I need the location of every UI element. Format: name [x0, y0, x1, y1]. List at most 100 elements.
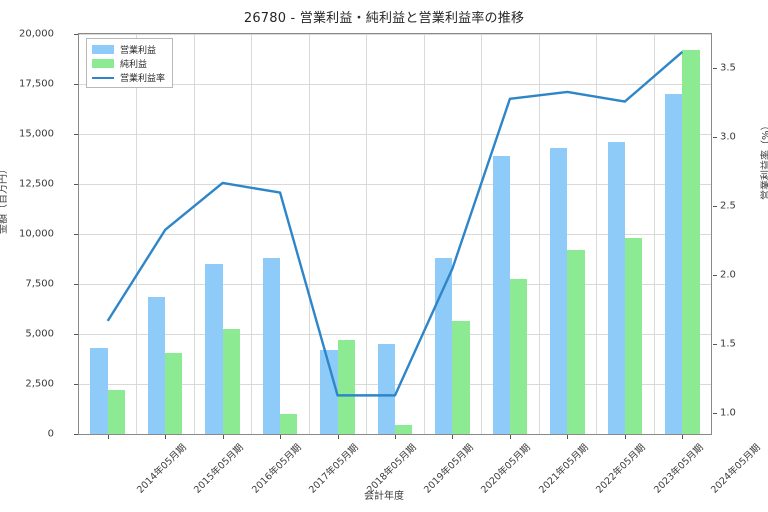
y-axis-right-tick-label: 3.0 — [720, 131, 736, 143]
y-axis-right-tick-mark — [713, 68, 717, 70]
bar-operating-profit — [665, 94, 683, 434]
x-axis-tick-mark — [280, 435, 282, 439]
y-axis-left-tick-label: 0 — [47, 428, 54, 440]
gridline-vertical — [481, 34, 483, 434]
gridline-horizontal — [79, 384, 711, 385]
y-axis-left-tick-mark — [74, 84, 78, 85]
bar-net-profit — [337, 340, 355, 434]
y-axis-left-label: 金額（百万円） — [0, 164, 9, 234]
bar-operating-profit — [492, 156, 510, 434]
y-axis-left-tick-mark — [74, 384, 78, 385]
y-axis-left-tick-mark — [74, 284, 78, 285]
bar-operating-profit — [205, 264, 223, 434]
bar-operating-profit — [377, 344, 395, 434]
bar-net-profit — [509, 279, 528, 434]
bar-net-profit — [280, 414, 298, 434]
chart-title: 26780 - 営業利益・純利益と営業利益率の推移 — [243, 11, 525, 26]
bar-operating-profit — [435, 258, 453, 434]
y-axis-right-tick-mark — [713, 344, 717, 346]
gridline-vertical — [136, 34, 138, 434]
y-axis-left-tick-label: 2,500 — [25, 378, 54, 390]
bar-net-profit — [395, 425, 413, 434]
gridline-horizontal — [79, 234, 711, 235]
chart-legend: 営業利益 純利益 営業利益率 — [86, 38, 174, 88]
x-axis-tick-mark — [509, 435, 511, 439]
y-axis-right-tick-label: 1.5 — [720, 338, 736, 350]
bar-net-profit — [567, 250, 585, 434]
gridline-vertical — [423, 34, 425, 434]
bar-operating-profit — [550, 148, 568, 434]
y-axis-left-tick-mark — [74, 234, 78, 235]
gridline-vertical — [308, 34, 310, 434]
line-series-overlay — [106, 51, 684, 397]
bar-net-profit — [452, 321, 470, 434]
legend-item-net-profit: 純利益 — [92, 57, 165, 70]
x-axis-label: 会計年度 — [364, 491, 404, 502]
gridline-horizontal — [79, 134, 711, 135]
gridline-horizontal — [79, 284, 711, 285]
y-axis-left-tick-mark — [74, 34, 78, 35]
gridline-vertical — [596, 34, 598, 434]
bar-operating-profit — [607, 142, 625, 434]
y-axis-right-tick-label: 1.0 — [720, 407, 736, 419]
x-axis-tick-mark — [165, 435, 167, 439]
y-axis-right-tick-mark — [713, 275, 717, 277]
gridline-horizontal — [79, 84, 711, 85]
y-axis-right-tick-label: 2.0 — [720, 269, 736, 281]
line-operating-margin — [106, 51, 684, 397]
gridline-vertical — [251, 34, 253, 434]
bar-operating-profit — [90, 348, 108, 434]
x-axis-tick-mark — [107, 435, 109, 439]
y-axis-left-tick-label: 7,500 — [25, 278, 54, 290]
legend-swatch-operating-margin — [92, 76, 114, 79]
legend-swatch-net-profit — [92, 58, 114, 68]
bar-net-profit — [624, 238, 643, 434]
y-axis-left-tick-label: 10,000 — [19, 228, 54, 240]
legend-item-operating-margin: 営業利益率 — [92, 71, 166, 84]
x-axis-tick-mark — [567, 435, 569, 439]
y-axis-left-tick-label: 5,000 — [25, 328, 54, 340]
bar-net-profit — [682, 50, 700, 434]
y-axis-right-tick-label: 2.5 — [720, 200, 736, 212]
gridline-vertical — [366, 34, 368, 434]
x-axis-tick-mark — [624, 435, 626, 439]
y-axis-left-tick-label: 17,500 — [19, 78, 54, 90]
y-axis-right-tick-mark — [713, 137, 717, 139]
x-axis-tick-mark — [452, 435, 454, 439]
bar-operating-profit — [262, 258, 281, 434]
y-axis-left-tick-label: 20,000 — [19, 28, 54, 40]
legend-item-operating-profit: 営業利益 — [92, 43, 165, 56]
bar-net-profit — [165, 353, 183, 434]
bar-net-profit — [222, 329, 240, 434]
gridline-vertical — [193, 34, 195, 434]
y-axis-left-tick-label: 12,500 — [19, 178, 54, 190]
legend-label-operating-profit: 営業利益 — [120, 45, 157, 56]
bar-operating-profit — [147, 297, 166, 434]
legend-label-net-profit: 純利益 — [120, 59, 148, 70]
x-axis-tick-mark — [222, 435, 224, 439]
gridline-vertical — [538, 34, 540, 434]
plot-area — [78, 33, 712, 435]
y-axis-left-tick-mark — [74, 334, 78, 335]
y-axis-right-tick-mark — [713, 413, 717, 415]
x-axis-tick-mark — [682, 435, 684, 439]
legend-label-operating-margin: 営業利益率 — [120, 73, 166, 84]
bar-series-container — [79, 34, 711, 434]
bar-operating-profit — [320, 350, 338, 434]
gridline-horizontal — [79, 34, 711, 35]
y-axis-right-tick-label: 3.5 — [720, 62, 736, 74]
gridline-horizontal — [79, 334, 711, 335]
y-axis-left-tick-mark — [74, 184, 78, 185]
x-axis-tick-mark — [395, 435, 396, 439]
legend-swatch-operating-profit — [92, 44, 114, 54]
x-axis-tick-mark — [337, 435, 339, 439]
y-axis-left-tick-mark — [74, 134, 78, 135]
y-axis-right-label: 営業利益率（%） — [761, 120, 768, 200]
y-axis-right-tick-mark — [713, 206, 717, 208]
y-axis-left-tick-label: 15,000 — [19, 128, 54, 140]
y-axis-left-tick-mark — [74, 434, 78, 435]
bar-net-profit — [107, 390, 125, 434]
gridline-vertical — [653, 34, 655, 434]
gridline-horizontal — [79, 184, 711, 185]
